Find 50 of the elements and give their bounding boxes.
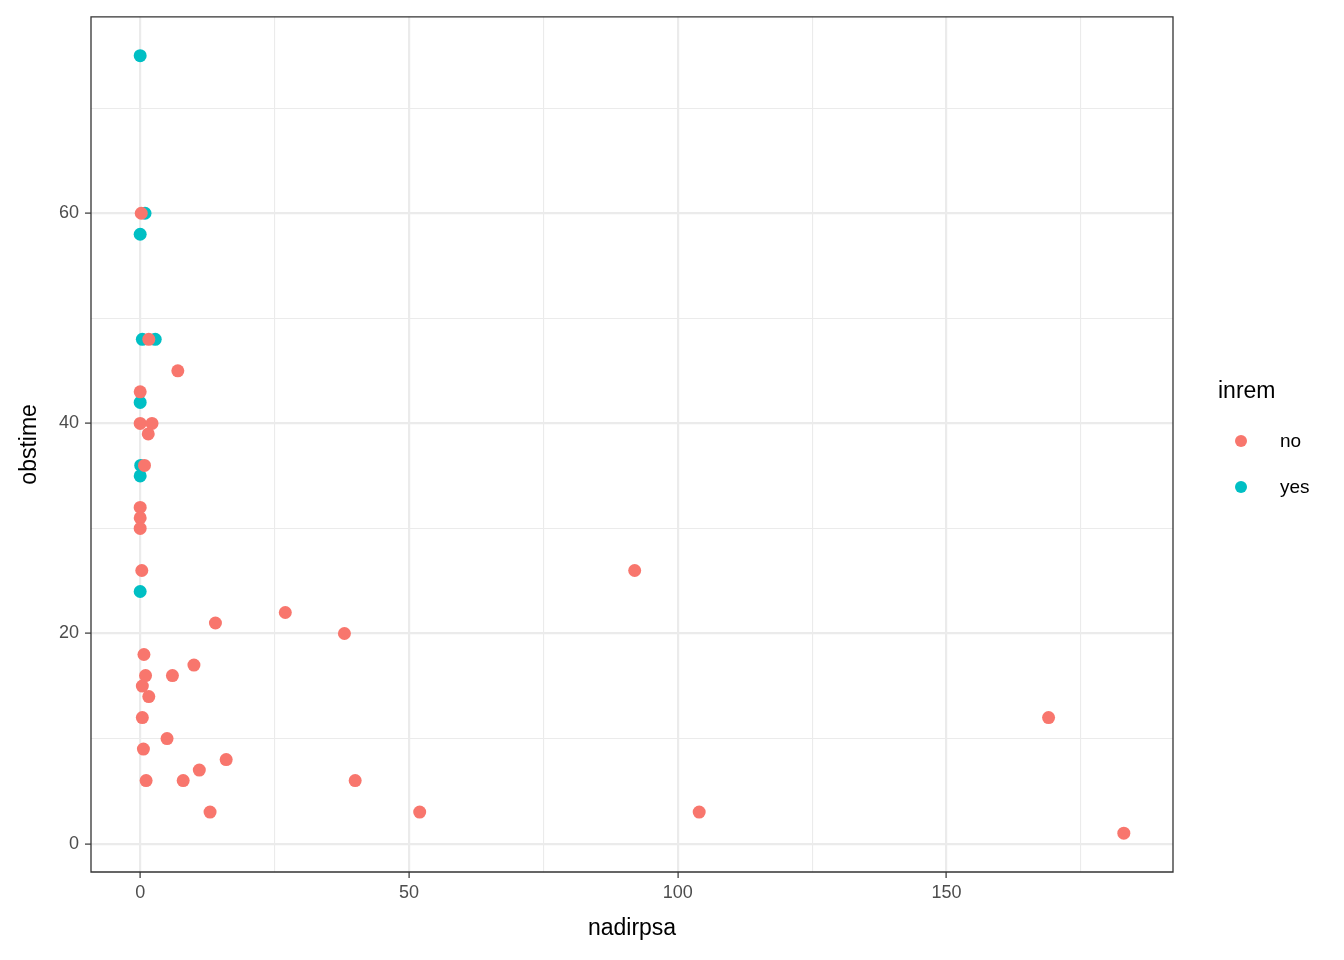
point (1117, 826, 1131, 840)
point (133, 469, 147, 483)
point (413, 805, 427, 819)
point (133, 416, 147, 430)
x-tick-label: 150 (931, 881, 962, 902)
point (133, 385, 147, 399)
y-tick-label: 20 (58, 622, 79, 643)
point (165, 669, 179, 683)
point (135, 679, 149, 693)
point (141, 427, 155, 441)
point (203, 805, 217, 819)
point (692, 805, 706, 819)
legend-label: yes (1280, 476, 1310, 498)
point (133, 521, 147, 535)
point (135, 563, 149, 577)
point (145, 416, 159, 430)
point (208, 616, 222, 630)
y-axis-title: obstime (15, 404, 42, 485)
y-tick-label: 40 (58, 412, 79, 433)
point (192, 763, 206, 777)
point (171, 364, 185, 378)
point (187, 658, 201, 672)
point (134, 206, 148, 220)
y-tick-label: 0 (68, 832, 79, 853)
x-tick-label: 0 (135, 881, 146, 902)
point (139, 669, 153, 683)
point (348, 774, 362, 788)
y-tick-label: 60 (58, 202, 79, 223)
point (142, 332, 156, 346)
point (628, 563, 642, 577)
point (142, 690, 156, 704)
point (137, 648, 151, 662)
point (1042, 711, 1056, 725)
point (278, 606, 292, 619)
point (136, 742, 150, 756)
legend-title: inrem (1218, 376, 1277, 404)
x-tick-label: 100 (662, 881, 693, 902)
point (337, 627, 351, 641)
point (133, 49, 147, 63)
x-tick-label: 50 (398, 881, 419, 902)
point (219, 753, 233, 767)
point (176, 774, 190, 788)
legend-label: no (1280, 430, 1302, 452)
point (135, 711, 149, 725)
point (133, 584, 147, 598)
point (160, 732, 174, 746)
point (133, 500, 147, 514)
x-axis-title: nadirpsa (587, 913, 677, 940)
point (139, 774, 153, 788)
point (133, 227, 147, 241)
